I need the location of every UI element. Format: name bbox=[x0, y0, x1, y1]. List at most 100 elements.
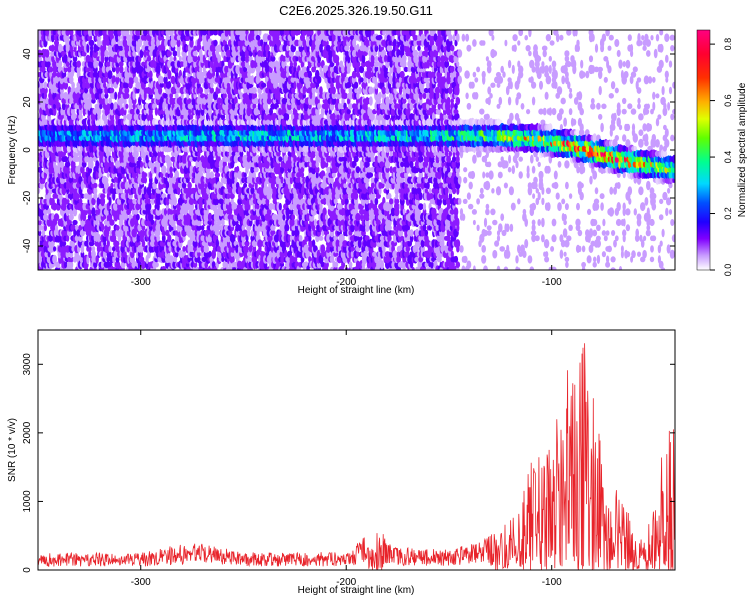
spectrogram-cell bbox=[65, 30, 70, 36]
spectrogram-cell bbox=[76, 65, 81, 74]
spectrogram-cell bbox=[85, 66, 91, 73]
spectrogram-cell bbox=[51, 33, 55, 43]
spectrogram-cell bbox=[80, 180, 84, 191]
spectrogram-cell bbox=[128, 103, 133, 110]
spectrogram-cell bbox=[109, 87, 115, 94]
spectrogram-cell bbox=[132, 91, 136, 101]
spectrogram-cell bbox=[245, 245, 249, 252]
spectrogram-cell bbox=[61, 240, 67, 247]
spectrogram-cell bbox=[43, 224, 48, 232]
spectrogram-cell bbox=[251, 87, 257, 94]
spectrogram-cell bbox=[47, 61, 51, 67]
spectrogram-cell bbox=[63, 54, 68, 64]
spectrogram-cell bbox=[103, 214, 107, 220]
spectrogram-cell bbox=[109, 219, 115, 226]
spectrogram-cell bbox=[63, 66, 68, 73]
spectrogram-cell bbox=[97, 233, 101, 243]
spectrogram-cell bbox=[137, 103, 143, 110]
spectrogram-cell bbox=[137, 156, 142, 162]
spectrogram-cell bbox=[104, 92, 109, 99]
spectrogram-cell bbox=[124, 87, 130, 94]
spectrogram-cell bbox=[39, 81, 44, 90]
spectrogram-cell bbox=[114, 91, 118, 101]
spectrogram-cell bbox=[128, 150, 133, 157]
spectrogram-cell bbox=[131, 171, 137, 179]
spectrogram-cell bbox=[141, 45, 146, 52]
spectrogram-cell bbox=[75, 224, 79, 232]
spectrogram-cell bbox=[53, 213, 60, 222]
spectrogram-cell bbox=[117, 30, 122, 37]
spectrogram-cell bbox=[78, 150, 83, 157]
spectrogram-cell bbox=[68, 213, 74, 221]
spectrogram-cell bbox=[61, 102, 66, 111]
spectrogram-cell bbox=[38, 224, 43, 232]
spectrogram-cell bbox=[96, 245, 102, 253]
spectrogram-cell bbox=[252, 171, 256, 179]
spectrogram-cell bbox=[69, 260, 74, 270]
spectrogram-cell bbox=[80, 193, 85, 199]
spectrogram-cell bbox=[38, 229, 42, 237]
spectrogram-cell bbox=[123, 102, 127, 111]
spectrogram-cell bbox=[134, 266, 138, 270]
spectrogram-cell bbox=[38, 187, 41, 195]
spectrogram-cell bbox=[65, 234, 70, 242]
spectrogram-cell bbox=[105, 160, 112, 168]
spectrogram-cell bbox=[117, 39, 122, 47]
spectrogram-cell bbox=[143, 34, 148, 41]
spectrogram-cell bbox=[110, 30, 114, 38]
spectrogram-cell bbox=[51, 87, 58, 94]
spectrogram-cell bbox=[73, 228, 77, 238]
spectrogram-cell bbox=[113, 212, 118, 222]
spectrogram-cell bbox=[278, 202, 282, 211]
spectrogram-cell bbox=[117, 234, 122, 242]
spectrogram-cell bbox=[146, 202, 152, 212]
spectrogram-cell bbox=[121, 50, 125, 57]
spectrogram-cell bbox=[173, 225, 177, 231]
spectrogram-cell bbox=[72, 55, 78, 63]
spectrogram-cell bbox=[103, 181, 109, 190]
spectrogram-cell bbox=[132, 198, 137, 205]
spectrogram-cell bbox=[110, 182, 114, 189]
spectrogram-cell bbox=[65, 35, 70, 41]
spectrogram-cell bbox=[41, 228, 46, 238]
spectrogram-cell bbox=[167, 234, 172, 243]
spectrogram-cell bbox=[176, 35, 181, 41]
spectrogram-cell bbox=[86, 43, 90, 53]
spectrogram-cell bbox=[178, 55, 182, 62]
spectrogram-cell bbox=[301, 66, 307, 73]
spectrogram-cell bbox=[130, 75, 135, 85]
spectrogram-cell bbox=[44, 55, 50, 62]
spectrogram-cell bbox=[141, 230, 146, 236]
spectrogram-cell bbox=[58, 43, 63, 53]
spectrogram-cell bbox=[78, 198, 83, 205]
spectrogram-cell bbox=[143, 172, 148, 178]
spectrogram-cell bbox=[304, 155, 309, 163]
spectrogram-cell bbox=[67, 66, 72, 73]
spectrogram-cell bbox=[54, 165, 59, 175]
spectrogram-cell bbox=[72, 219, 78, 226]
spectrogram-cell bbox=[115, 64, 120, 74]
spectrogram-cell bbox=[118, 65, 124, 74]
spectrogram-cell bbox=[160, 76, 164, 84]
spectrogram-cell bbox=[172, 50, 178, 57]
spectrogram-cell bbox=[114, 260, 121, 269]
spectrogram-cell bbox=[47, 192, 52, 200]
spectrogram-cell bbox=[104, 71, 109, 78]
spectrogram-cell bbox=[65, 61, 70, 68]
spectrogram-cell bbox=[58, 60, 63, 69]
spectrogram-cell bbox=[108, 196, 112, 207]
spectrogram-cell bbox=[86, 254, 90, 265]
spectrogram-cell bbox=[135, 30, 141, 37]
spectrogram-cell bbox=[74, 191, 80, 201]
spectrogram-cell bbox=[69, 30, 74, 36]
spectrogram-cell bbox=[107, 70, 113, 80]
spectrogram-cell bbox=[112, 255, 116, 264]
spectrogram-cell bbox=[48, 66, 54, 73]
spectrogram-cells bbox=[38, 30, 675, 270]
spectrogram-cell bbox=[115, 240, 120, 247]
spectrogram-cell bbox=[87, 208, 92, 216]
spectrogram-cell bbox=[38, 255, 41, 264]
spectrogram-cell bbox=[45, 30, 50, 37]
spectrogram-cell bbox=[107, 262, 113, 268]
